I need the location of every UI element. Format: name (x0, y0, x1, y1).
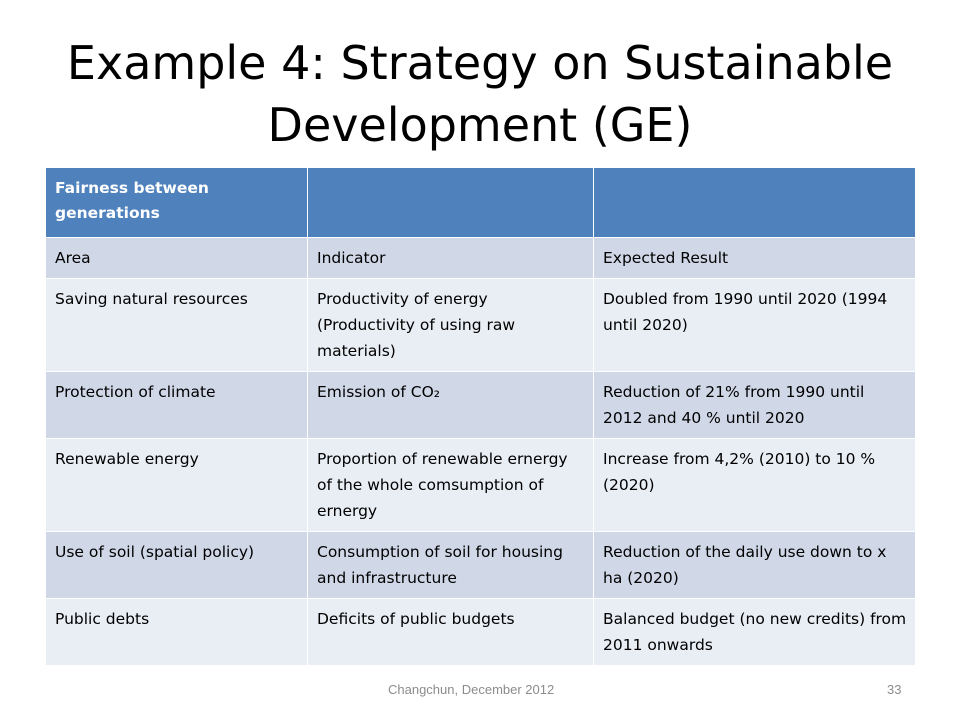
indicator-cell: Consumption of soil for housing and infr… (307, 531, 594, 599)
expected-result-cell: Reduction of 21% from 1990 until 2012 an… (593, 371, 916, 439)
column-label-indicator: Indicator (307, 237, 594, 279)
expected-result-cell: Reduction of the daily use down to x ha … (593, 531, 916, 599)
slide-title-line-2: Development (GE) (267, 98, 693, 152)
table-row: Renewable energy Proportion of renewable… (45, 438, 916, 532)
area-cell: Use of soil (spatial policy) (45, 531, 308, 599)
area-cell: Saving natural resources (45, 278, 308, 372)
slide-title-line-1: Example 4: Strategy on Sustainable (66, 36, 894, 90)
table-row: Protection of climate Emission of CO₂ Re… (45, 371, 916, 439)
expected-result-cell: Balanced budget (no new credits) from 20… (593, 598, 916, 666)
header-cell: Fairness between generations (45, 167, 308, 238)
indicator-cell: Productivity of energy (Productivity of … (307, 278, 594, 372)
header-cell (307, 167, 594, 238)
column-label-area: Area (45, 237, 308, 279)
table-header-row: Fairness between generations (45, 167, 916, 238)
expected-result-cell: Increase from 4,2% (2010) to 10 % (2020) (593, 438, 916, 532)
column-label-expected-result: Expected Result (593, 237, 916, 279)
table-row: Use of soil (spatial policy) Consumption… (45, 531, 916, 599)
slide-footer: Changchun, December 2012 (388, 682, 555, 697)
area-cell: Protection of climate (45, 371, 308, 439)
column-label-row: Area Indicator Expected Result (45, 237, 916, 279)
area-cell: Public debts (45, 598, 308, 666)
indicator-cell: Emission of CO₂ (307, 371, 594, 439)
indicator-table: Fairness between generations Area Indica… (45, 167, 916, 666)
indicator-cell: Deficits of public budgets (307, 598, 594, 666)
table-row: Saving natural resources Productivity of… (45, 278, 916, 372)
expected-result-cell: Doubled from 1990 until 2020 (1994 until… (593, 278, 916, 372)
slide-title: Example 4: Strategy on Sustainable Devel… (30, 32, 930, 156)
slide-number: 33 (887, 682, 902, 697)
table-row: Public debts Deficits of public budgets … (45, 598, 916, 666)
area-cell: Renewable energy (45, 438, 308, 532)
indicator-cell: Proportion of renewable ernergy of the w… (307, 438, 594, 532)
header-cell (593, 167, 916, 238)
